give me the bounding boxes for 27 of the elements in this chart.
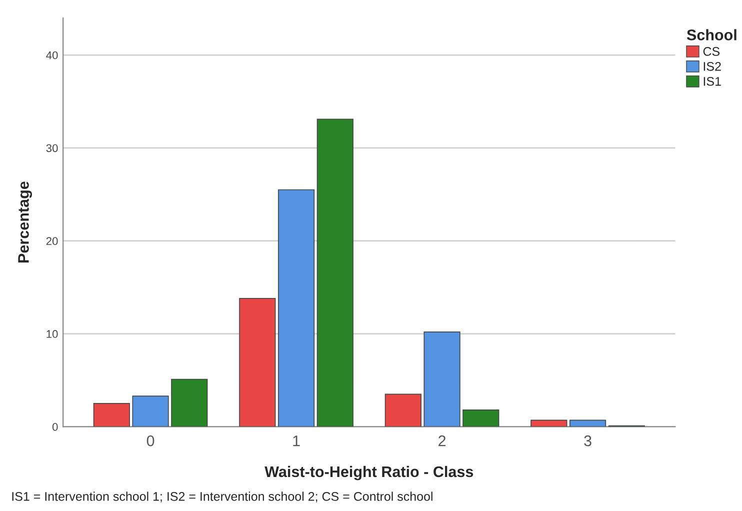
text: IS1 = Intervention school 1; IS2 = Intervention school 2; CS = Control school xyxy=(12,492,432,502)
legend-label: CS xyxy=(703,47,720,56)
bar xyxy=(569,420,606,427)
y-tick-label: 0 xyxy=(52,422,58,431)
y-axis-title: Percentage xyxy=(18,182,32,262)
bar xyxy=(316,118,354,427)
bar xyxy=(132,396,169,427)
legend-title: School xyxy=(686,29,736,40)
x-tick-label: 1 xyxy=(293,436,300,446)
legend-label: IS1 xyxy=(704,76,721,86)
x-tick-label: 3 xyxy=(584,435,592,446)
bar xyxy=(530,420,568,427)
bar xyxy=(239,298,276,427)
x-tick-label: 2 xyxy=(438,435,446,446)
bar xyxy=(171,378,208,427)
legend-label: IS2 xyxy=(704,62,721,71)
bar xyxy=(424,332,460,427)
y-tick-label: 10 xyxy=(46,330,58,338)
bar xyxy=(278,189,315,427)
bar xyxy=(93,403,130,427)
y-tick-label: 20 xyxy=(46,237,58,245)
bar xyxy=(384,394,422,427)
y-tick-label: 30 xyxy=(46,144,58,152)
y-tick-label: 40 xyxy=(46,51,58,60)
bar xyxy=(462,410,500,427)
x-tick-label: 0 xyxy=(146,435,154,446)
x-axis-title: Waist-to-Height Ratio - Class xyxy=(264,466,474,480)
